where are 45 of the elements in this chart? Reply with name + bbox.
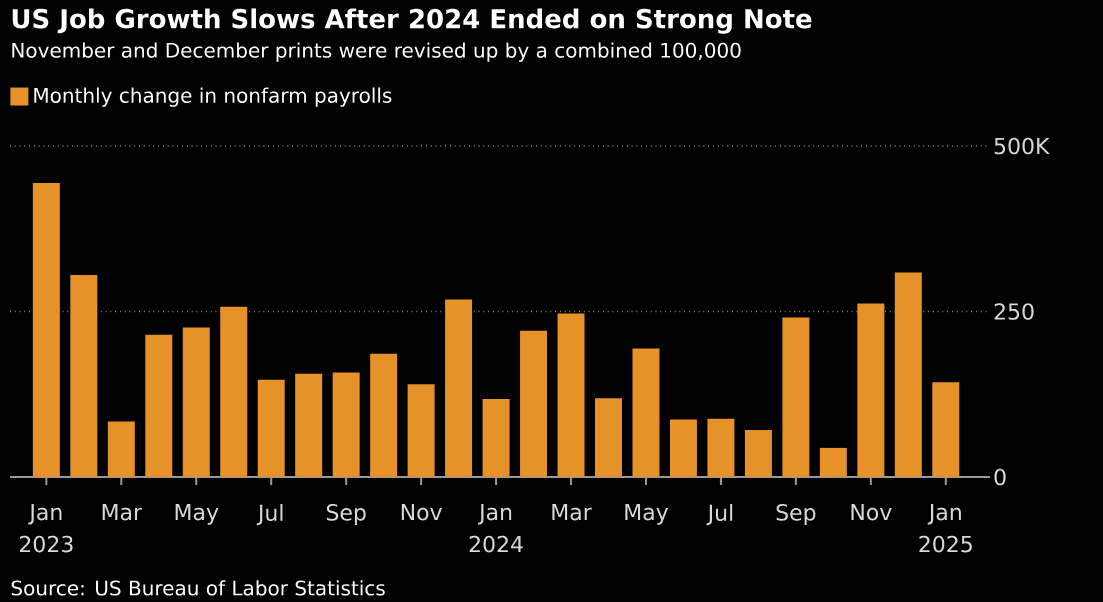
bar <box>182 327 210 477</box>
y-tick-label: 0 <box>994 468 1006 486</box>
bar <box>669 419 697 477</box>
legend-label: Monthly change in nonfarm payrolls <box>34 87 392 107</box>
bar <box>595 398 622 477</box>
bar <box>894 272 922 477</box>
x-tick-label: Jan 2024 <box>469 504 523 553</box>
bar <box>107 421 135 477</box>
bar <box>70 275 98 477</box>
x-tick-label: May <box>625 504 669 525</box>
bar <box>707 418 735 477</box>
x-tick-label: Jul <box>706 504 733 526</box>
x-tick-label: Jan 2025 <box>919 504 972 553</box>
bar <box>295 373 323 477</box>
bar <box>782 317 810 477</box>
x-tick-label: Mar <box>552 504 592 521</box>
bar <box>370 353 398 477</box>
bar <box>332 372 360 477</box>
x-tick-label: Sep <box>776 504 816 525</box>
bar <box>744 430 772 477</box>
x-tick-label: Nov <box>401 504 442 521</box>
x-tick-label: Jan 2023 <box>19 504 73 553</box>
x-tick-label: Nov <box>851 504 892 521</box>
bar <box>32 183 60 477</box>
bar <box>445 299 473 477</box>
bar <box>520 330 548 477</box>
x-tick-label: Sep <box>326 504 366 525</box>
bar <box>557 313 585 477</box>
bar <box>145 334 173 477</box>
x-tick-label: May <box>175 504 219 525</box>
chart-title: US Job Growth Slows After 2024 Ended on Strong Note <box>12 8 812 34</box>
y-tick-label: 500K <box>994 137 1050 155</box>
x-tick-label: Mar <box>102 504 143 521</box>
bar <box>632 348 660 477</box>
bar <box>482 398 510 477</box>
bar <box>857 303 885 477</box>
x-tick-label: Jul <box>256 504 283 526</box>
bar <box>407 384 435 477</box>
source-note: Source: US Bureau of Labor Statistics <box>11 580 385 596</box>
chart-subtitle: November and December prints were revised up by a combined 100,000 <box>12 42 741 62</box>
bar <box>257 379 285 477</box>
bar <box>220 306 248 477</box>
y-tick-label: 250 <box>994 303 1034 320</box>
bar <box>819 447 847 477</box>
bar <box>932 382 960 477</box>
